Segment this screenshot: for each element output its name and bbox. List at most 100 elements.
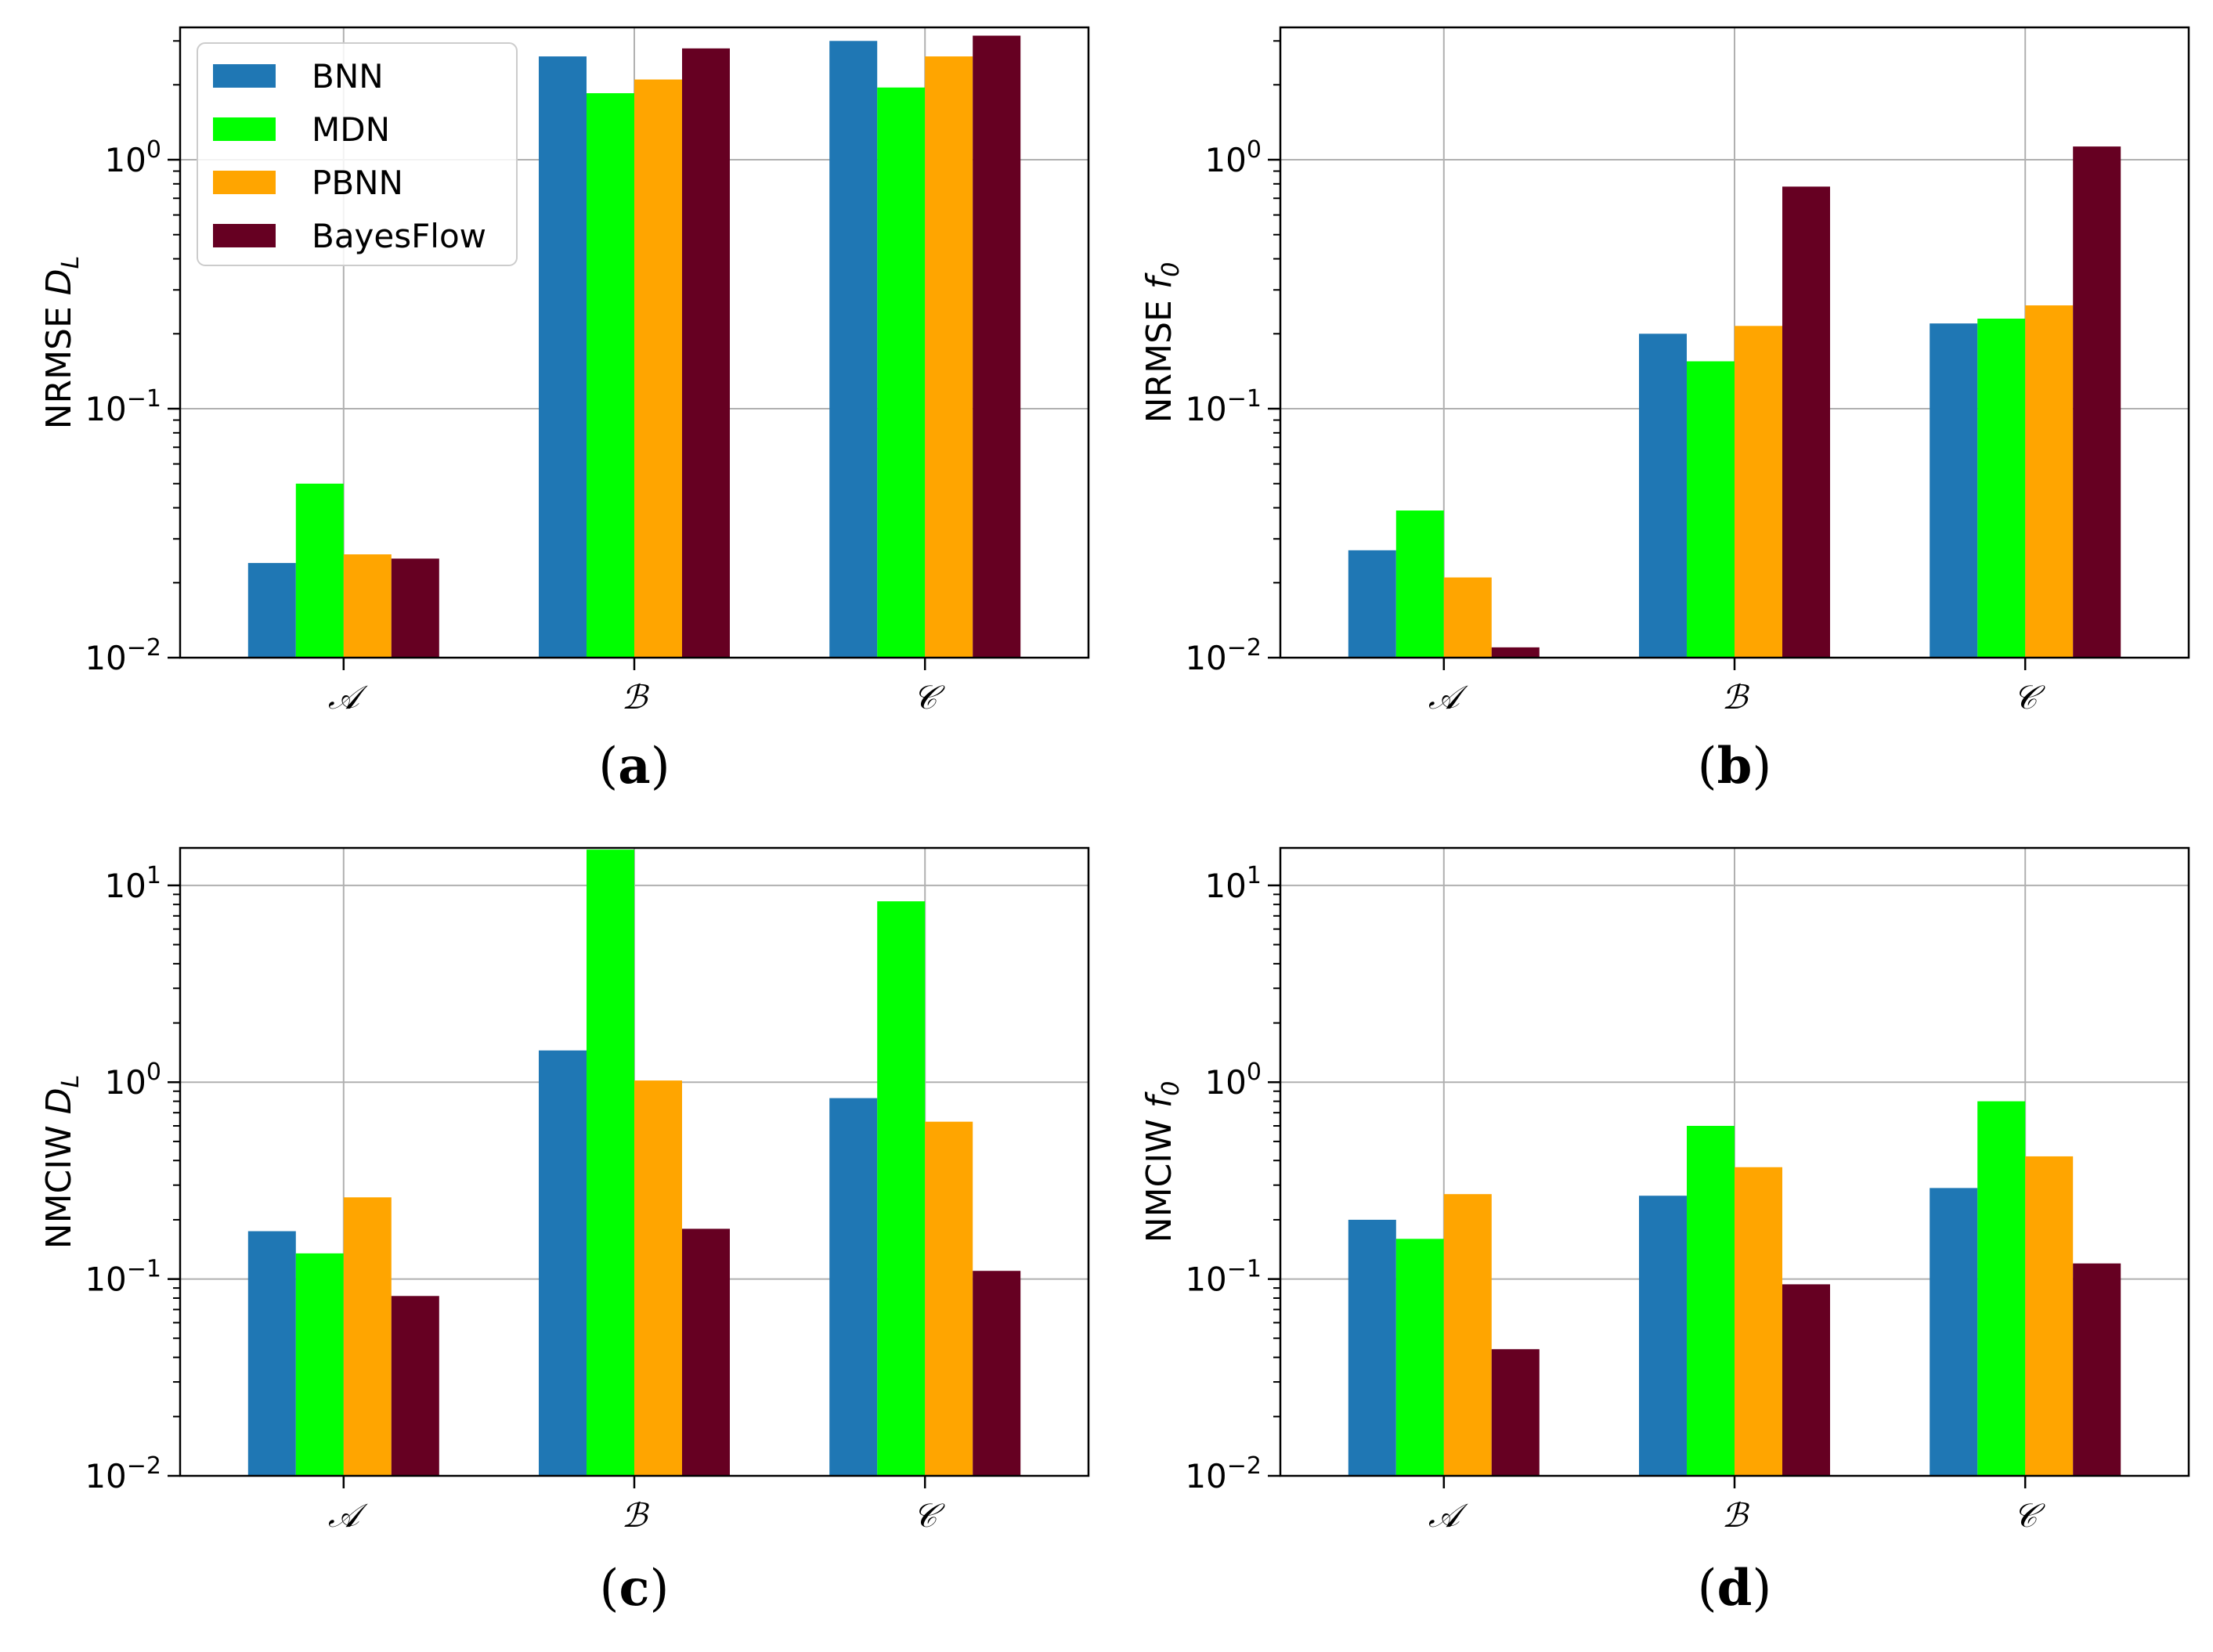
legend-box bbox=[197, 42, 518, 266]
bar-bnn-1 bbox=[1348, 550, 1396, 658]
bar-bnn-2 bbox=[539, 1050, 587, 1476]
bar-mdn-2 bbox=[1687, 1126, 1735, 1476]
x-tick-label: 𝒞 bbox=[913, 1496, 945, 1535]
bar-bnn-2 bbox=[1639, 1196, 1687, 1476]
bar-mdn-3 bbox=[1977, 318, 2026, 658]
panel-caption: (a) bbox=[598, 737, 670, 795]
x-tick-label: 𝒞 bbox=[2013, 1496, 2045, 1535]
bar-bayesflow-3 bbox=[973, 1271, 1021, 1476]
y-tick-label: 10−2 bbox=[85, 1452, 161, 1495]
x-tick-label: 𝒜 bbox=[328, 678, 368, 716]
bar-mdn-1 bbox=[295, 483, 344, 658]
bar-pbnn-3 bbox=[925, 1121, 973, 1476]
y-axis-label: NMCIW DL bbox=[39, 1075, 85, 1250]
y-tick-label: 100 bbox=[104, 136, 161, 179]
bar-bayesflow-2 bbox=[682, 48, 730, 658]
bar-pbnn-2 bbox=[1735, 326, 1782, 658]
panel-caption: (d) bbox=[1698, 1559, 1772, 1618]
panel-caption: (c) bbox=[600, 1559, 670, 1618]
legend-label-bayesflow: BayesFlow bbox=[312, 217, 486, 255]
bar-mdn-1 bbox=[1395, 1239, 1444, 1476]
y-tick-label: 100 bbox=[104, 1059, 161, 1102]
bar-bnn-1 bbox=[247, 1231, 296, 1476]
x-tick-label: ℬ bbox=[621, 678, 649, 716]
legend-swatch-bayesflow bbox=[213, 224, 276, 247]
bar-bnn-1 bbox=[1348, 1219, 1396, 1476]
legend-swatch-bnn bbox=[213, 64, 276, 88]
y-axis-label: NMCIW f0 bbox=[1139, 1081, 1185, 1243]
y-tick-label: 100 bbox=[1204, 1059, 1262, 1102]
x-tick-label: 𝒜 bbox=[1428, 1496, 1468, 1535]
bar-pbnn-1 bbox=[343, 1197, 392, 1476]
bar-bayesflow-1 bbox=[1491, 1349, 1540, 1476]
y-tick-label: 101 bbox=[104, 862, 161, 905]
bar-pbnn-1 bbox=[1443, 577, 1492, 658]
x-tick-label: 𝒞 bbox=[913, 678, 945, 716]
plot-frame bbox=[1279, 846, 2190, 1477]
bar-mdn-3 bbox=[877, 901, 926, 1476]
y-tick-label: 101 bbox=[1204, 862, 1262, 905]
y-tick-label: 100 bbox=[1204, 136, 1262, 179]
bar-pbnn-3 bbox=[2025, 305, 2074, 658]
bar-bnn-2 bbox=[1639, 334, 1687, 658]
bar-bnn-3 bbox=[829, 41, 878, 658]
y-axis-label: NRMSE f0 bbox=[1139, 262, 1185, 424]
y-tick-label: 10−2 bbox=[1185, 634, 1262, 677]
bar-pbnn-3 bbox=[2025, 1156, 2074, 1476]
legend-swatch-mdn bbox=[213, 117, 276, 141]
chart-panel-a: 10−2 10−1 100 𝒜 ℬ 𝒞 NRMSE DL (a) BNN MDN PBNN Bayes… bbox=[39, 26, 1090, 795]
plot-frame bbox=[179, 26, 1090, 659]
bar-pbnn-2 bbox=[634, 79, 682, 658]
chart-panel-b: 10−2 10−1 100 𝒜 ℬ 𝒞 NRMSE f0 (b) bbox=[1139, 26, 2190, 795]
legend-swatch-pbnn bbox=[213, 171, 276, 194]
bar-bnn-3 bbox=[1930, 1188, 1978, 1476]
bar-pbnn-3 bbox=[925, 56, 973, 658]
plot-frame bbox=[1279, 26, 2190, 659]
bar-mdn-1 bbox=[1395, 510, 1444, 658]
bar-bayesflow-2 bbox=[1782, 1284, 1830, 1476]
bar-mdn-2 bbox=[587, 93, 634, 658]
bar-pbnn-2 bbox=[634, 1080, 682, 1476]
bar-pbnn-1 bbox=[343, 554, 392, 658]
bar-mdn-2 bbox=[587, 849, 634, 1476]
bar-pbnn-2 bbox=[1735, 1167, 1782, 1476]
y-tick-label: 10−2 bbox=[1185, 1452, 1262, 1495]
chart-panel-d: 10−2 10−1 100 101 𝒜 ℬ 𝒞 NMCIW f0 (d) bbox=[1139, 846, 2190, 1618]
x-tick-label: 𝒞 bbox=[2013, 678, 2045, 716]
bar-pbnn-1 bbox=[1443, 1194, 1492, 1476]
y-tick-label: 10−1 bbox=[85, 385, 161, 428]
y-tick-label: 10−1 bbox=[85, 1256, 161, 1299]
bar-bnn-2 bbox=[539, 56, 587, 658]
bar-bayesflow-1 bbox=[1491, 647, 1540, 658]
bar-bayesflow-1 bbox=[391, 1296, 439, 1476]
panel-caption: (b) bbox=[1698, 737, 1772, 795]
bar-mdn-3 bbox=[877, 87, 926, 658]
legend-label-pbnn: PBNN bbox=[312, 164, 403, 202]
x-tick-label: 𝒜 bbox=[1428, 678, 1468, 716]
bar-bnn-1 bbox=[247, 563, 296, 658]
plot-frame bbox=[179, 846, 1090, 1477]
bar-bayesflow-3 bbox=[2073, 146, 2121, 658]
bar-bayesflow-2 bbox=[682, 1228, 730, 1476]
legend: BNN MDN PBNN BayesFlow bbox=[197, 42, 518, 266]
y-axis-label: NRMSE DL bbox=[39, 256, 85, 430]
x-tick-label: 𝒜 bbox=[328, 1496, 368, 1535]
x-tick-label: ℬ bbox=[621, 1496, 649, 1535]
y-tick-label: 10−2 bbox=[85, 634, 161, 677]
bar-bayesflow-1 bbox=[391, 558, 439, 658]
x-tick-label: ℬ bbox=[1721, 678, 1749, 716]
x-tick-label: ℬ bbox=[1721, 1496, 1749, 1535]
bar-bayesflow-2 bbox=[1782, 186, 1830, 658]
bar-bayesflow-3 bbox=[2073, 1263, 2121, 1476]
bar-mdn-3 bbox=[1977, 1101, 2026, 1476]
bar-bayesflow-3 bbox=[973, 35, 1021, 658]
y-tick-label: 10−1 bbox=[1185, 1256, 1262, 1299]
legend-label-bnn: BNN bbox=[312, 57, 384, 96]
y-tick-label: 10−1 bbox=[1185, 385, 1262, 428]
bar-mdn-1 bbox=[295, 1253, 344, 1476]
legend-label-mdn: MDN bbox=[312, 110, 390, 149]
bar-mdn-2 bbox=[1687, 361, 1735, 658]
bar-bnn-3 bbox=[829, 1098, 878, 1476]
chart-panel-c: 10−2 10−1 100 101 𝒜 ℬ 𝒞 NMCIW DL (c) bbox=[39, 846, 1090, 1618]
